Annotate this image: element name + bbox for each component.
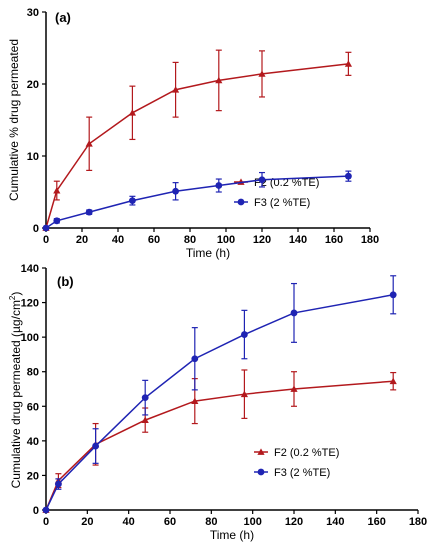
x-tick-label: 60	[164, 516, 176, 528]
data-point	[85, 140, 93, 147]
y-tick-label: 120	[21, 298, 39, 310]
series-f3	[42, 275, 397, 514]
data-point	[53, 186, 61, 194]
y-tick-label: 100	[21, 332, 39, 344]
x-axis-title: Time (h)	[210, 528, 254, 542]
data-point	[141, 394, 149, 402]
data-point	[389, 291, 397, 299]
x-axis-title: Time (h)	[186, 246, 230, 260]
data-point	[344, 60, 352, 67]
data-point	[141, 416, 149, 423]
x-tick-label: 0	[43, 516, 49, 528]
data-point	[258, 70, 266, 77]
data-point	[128, 109, 136, 116]
y-axis-title: Cumulative drug permeated (µg/cm2)	[8, 292, 23, 489]
series-line	[45, 294, 394, 511]
y-tick-label: 0	[33, 223, 39, 235]
data-point	[290, 309, 298, 317]
panel-label: (a)	[55, 10, 71, 25]
legend-marker	[237, 198, 245, 206]
x-tick-label: 180	[361, 234, 379, 246]
y-tick-label: 20	[27, 79, 39, 91]
y-tick-label: 20	[27, 470, 39, 482]
y-tick-label: 0	[33, 505, 39, 517]
data-point	[53, 217, 61, 225]
legend-entry-f3: F3 (2 %TE)	[254, 467, 330, 479]
y-tick-label: 10	[27, 151, 39, 163]
data-point	[389, 377, 397, 385]
legend-marker	[257, 448, 265, 455]
y-tick-label: 40	[27, 436, 39, 448]
y-tick-label: 30	[27, 7, 39, 19]
data-point	[42, 506, 50, 514]
data-point	[92, 442, 99, 450]
data-point	[345, 172, 352, 180]
series-line	[45, 63, 349, 229]
y-tick-label: 60	[27, 401, 39, 413]
data-point	[129, 197, 136, 205]
data-point	[258, 176, 266, 184]
chart-panel-a: 0 20 40 60 80 100 120 140 160 180 0 10 20 30 Time (h) C…	[7, 7, 379, 260]
x-tick-label: 0	[43, 234, 49, 246]
x-tick-label: 140	[289, 234, 307, 246]
x-tick-label: 40	[112, 234, 124, 246]
series-f2	[42, 369, 397, 513]
data-point	[240, 390, 248, 398]
legend-entry-f2: F2 (0.2 %TE)	[254, 447, 339, 459]
series-line	[45, 175, 349, 229]
data-point	[85, 208, 93, 216]
data-point	[290, 385, 298, 392]
data-point	[191, 397, 199, 404]
panel-label: (b)	[57, 274, 74, 289]
y-tick-label: 140	[21, 263, 39, 275]
x-tick-label: 60	[148, 234, 160, 246]
legend-label: F3 (2 %TE)	[274, 467, 330, 479]
x-tick-label: 160	[325, 234, 343, 246]
data-point	[241, 331, 248, 338]
x-tick-label: 100	[217, 234, 235, 246]
data-point	[215, 182, 223, 189]
data-point	[42, 224, 50, 232]
x-tick-label: 160	[367, 516, 385, 528]
data-point	[172, 187, 180, 195]
data-point	[215, 76, 223, 84]
x-tick-label: 180	[409, 516, 427, 528]
x-tick-label: 80	[205, 516, 217, 528]
x-tick-label: 20	[81, 516, 93, 528]
series-f3	[42, 170, 352, 232]
x-tick-label: 100	[243, 516, 261, 528]
x-tick-label: 120	[285, 516, 303, 528]
legend-label: F2 (0.2 %TE)	[274, 447, 339, 459]
data-point	[55, 480, 62, 488]
series-line	[45, 380, 394, 511]
y-tick-label: 80	[27, 367, 39, 379]
x-tick-label: 80	[184, 234, 196, 246]
data-point	[172, 86, 180, 93]
chart-panel-b: 0 20 40 60 80 100 120 140 160 180 0 20 40 60 80 100 120 1…	[8, 263, 427, 542]
data-point	[191, 355, 199, 363]
x-tick-label: 20	[76, 234, 88, 246]
x-tick-label: 40	[123, 516, 135, 528]
legend-marker	[257, 468, 265, 476]
legend-entry-f3: F3 (2 %TE)	[234, 197, 310, 209]
y-axis-title: Cumulative % drug permeated	[7, 39, 21, 201]
x-tick-label: 120	[253, 234, 271, 246]
series-f2	[42, 49, 352, 231]
x-tick-label: 140	[326, 516, 344, 528]
legend-label: F3 (2 %TE)	[254, 197, 310, 209]
